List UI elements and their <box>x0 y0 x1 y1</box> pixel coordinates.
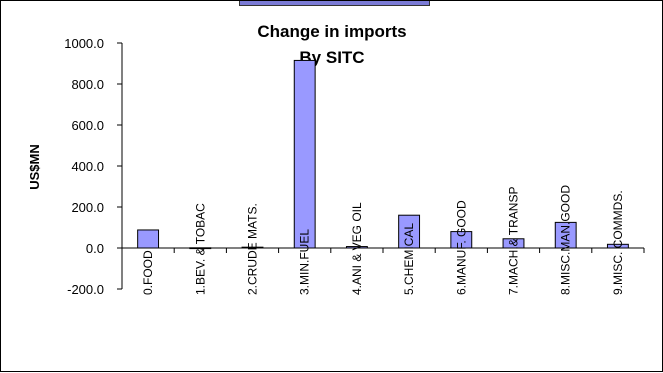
y-tick-label: 800.0 <box>71 77 104 92</box>
x-tick-label: 9.MISC. COMMDS. <box>611 190 625 295</box>
bar-3 <box>293 59 316 249</box>
x-ticks-layer: 0.FOOD 1.BEV. & TOBAC 2.CRUDE MATS. 3.MIN.F… <box>121 185 645 295</box>
bars-layer <box>137 59 629 250</box>
x-tick-label: 0.FOOD <box>141 250 155 295</box>
x-tick-label: 7.MACH.& TRANSP <box>507 187 521 295</box>
chart-subtitle: By SITC <box>299 48 364 67</box>
y-tick-label: 200.0 <box>71 200 104 215</box>
x-tick-label: 2.CRUDE MATS. <box>246 203 260 295</box>
y-tick-label: 0.0 <box>86 241 104 256</box>
y-axis-label: US$MN <box>27 144 42 190</box>
x-tick-label: 3.MIN.FUEL <box>298 229 312 295</box>
x-tick-label: 4.ANI & VEG OIL <box>350 202 364 295</box>
x-tick-label: 1.BEV. & TOBAC <box>193 203 207 295</box>
chart-object-edge <box>239 1 430 6</box>
x-tick-label: 5.CHEMICAL <box>402 223 416 295</box>
chart-title: Change in imports <box>257 22 406 41</box>
y-ticks-layer: -200.0 0.0 200.0 400.0 600.0 800.0 1000.0 <box>64 36 122 297</box>
y-tick-label: 600.0 <box>71 118 104 133</box>
y-tick-label: 400.0 <box>71 159 104 174</box>
bar-0 <box>137 229 160 249</box>
y-tick-label: 1000.0 <box>64 36 104 51</box>
y-tick-label: -200.0 <box>67 282 104 297</box>
x-tick-label: 8.MISC.MAN.GOOD <box>559 185 573 295</box>
x-tick-label: 6.MANUF. GOOD <box>454 200 468 295</box>
